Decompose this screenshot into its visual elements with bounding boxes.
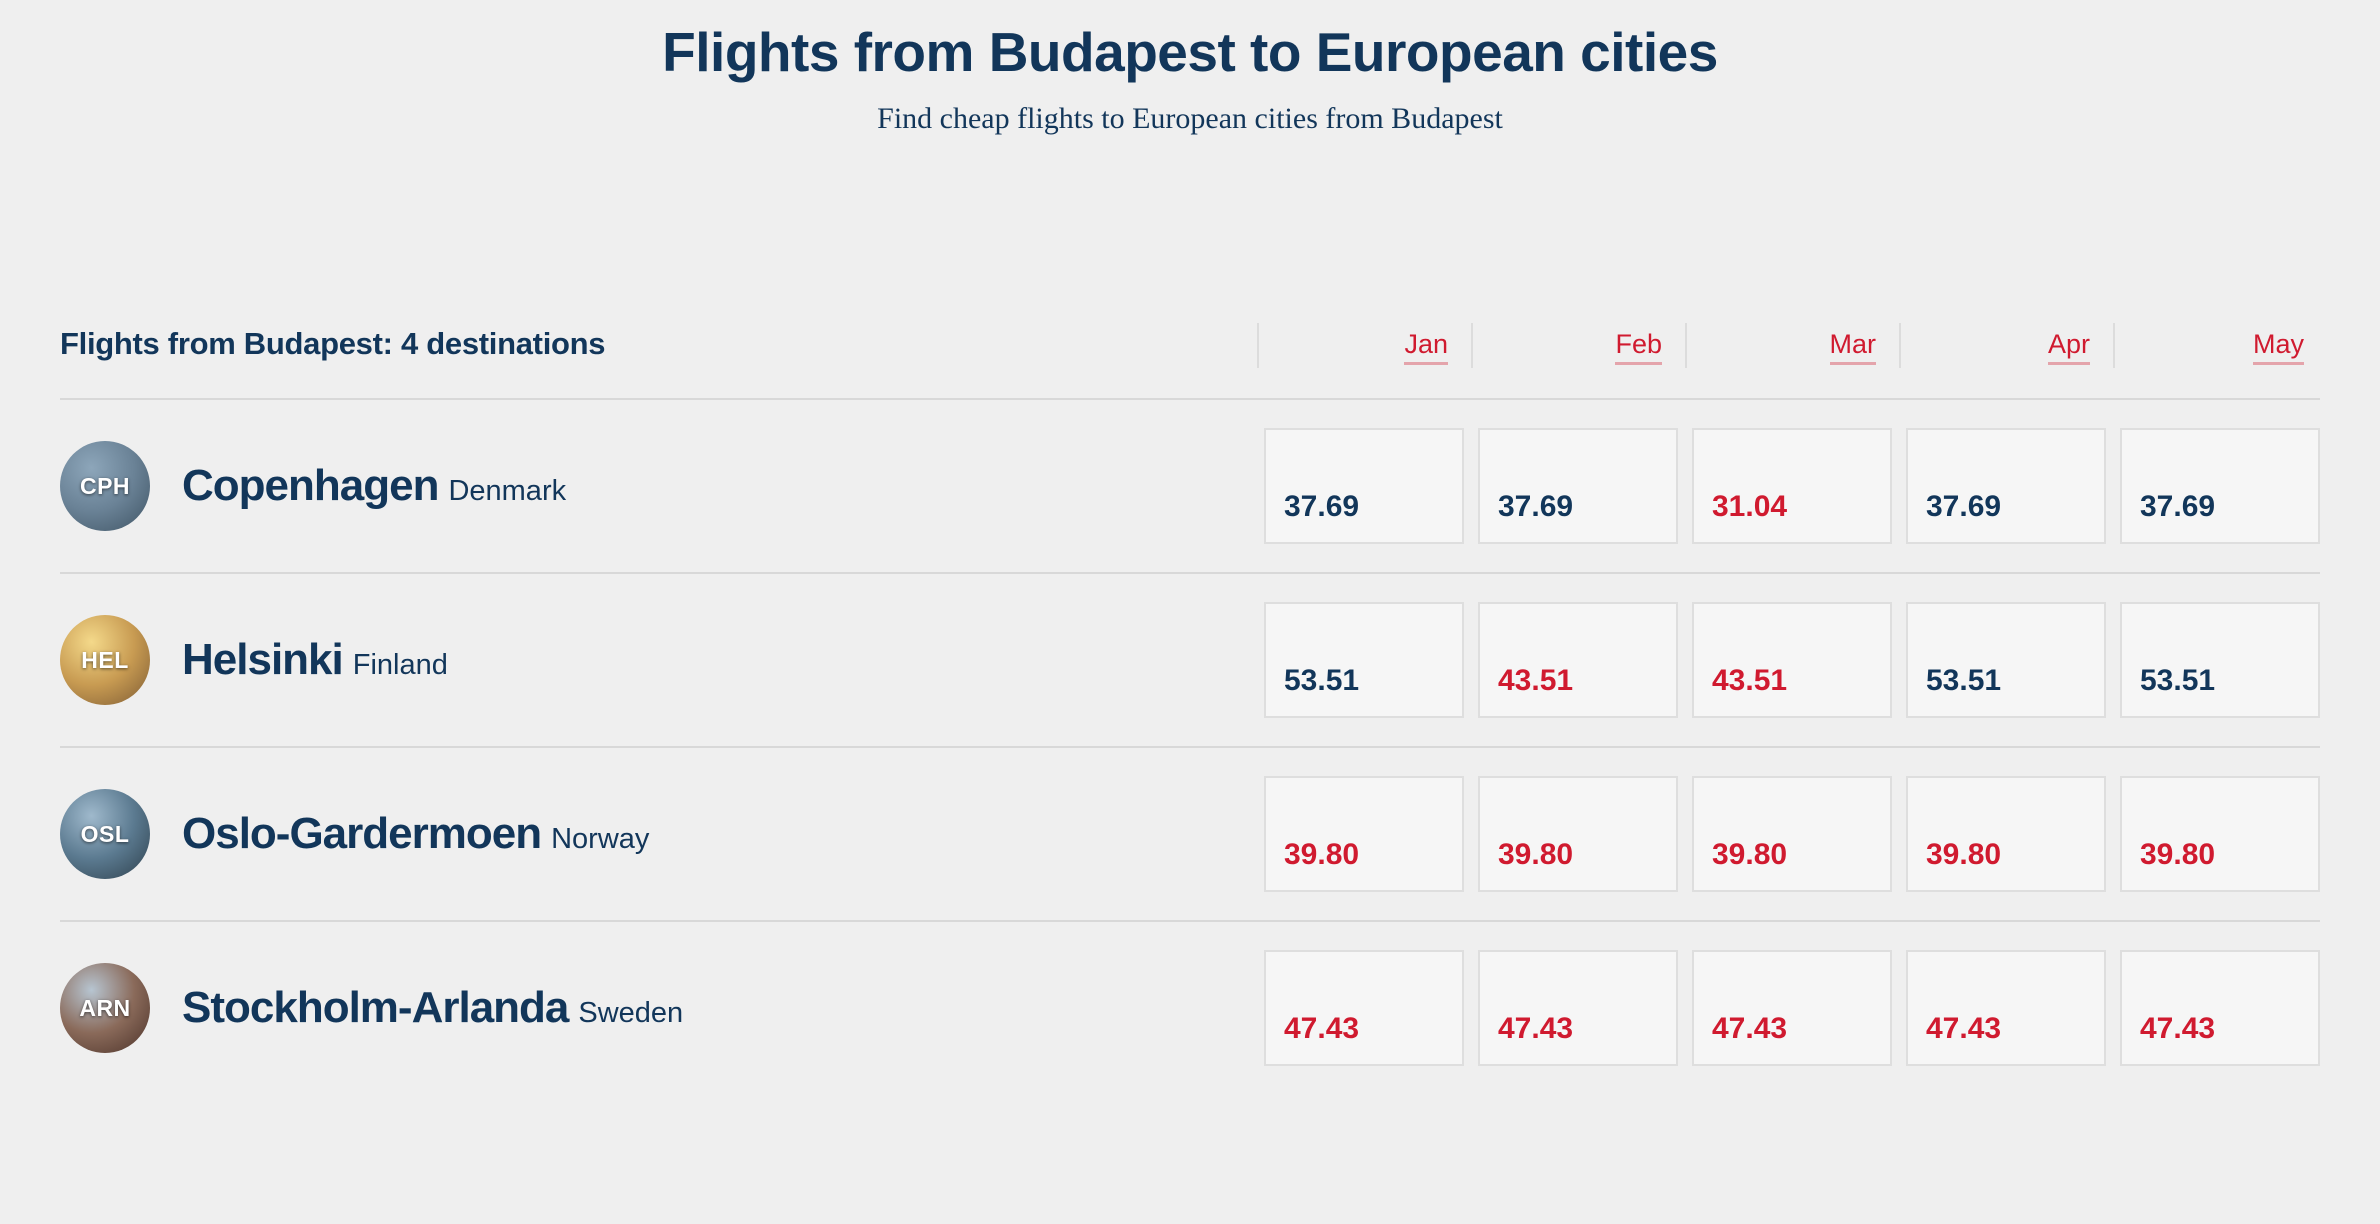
price-cell[interactable]: 37.69 [1478, 428, 1678, 544]
destination-country: Finland [353, 649, 448, 681]
destination-label: Oslo-Gardermoen Norway [182, 809, 649, 859]
page-subtitle: Find cheap flights to European cities fr… [60, 102, 2320, 136]
airport-badge: HEL [60, 615, 150, 705]
price-value: 37.69 [2140, 490, 2215, 524]
destination-city: Oslo-Gardermoen [182, 809, 541, 858]
price-value: 43.51 [1712, 664, 1787, 698]
divider [60, 746, 2320, 748]
month-label: May [2253, 329, 2304, 365]
destination-country: Denmark [448, 475, 566, 507]
price-cell[interactable]: 47.43 [1906, 950, 2106, 1066]
divider [60, 920, 2320, 922]
flights-table: Flights from Budapest: 4 destinations Ja… [60, 326, 2320, 1094]
price-cell[interactable]: 47.43 [1478, 950, 1678, 1066]
price-value: 39.80 [1498, 838, 1573, 872]
price-cell[interactable]: 43.51 [1692, 602, 1892, 718]
price-cell[interactable]: 53.51 [2120, 602, 2320, 718]
price-cell[interactable]: 39.80 [1264, 776, 1464, 892]
price-cell[interactable]: 37.69 [1264, 428, 1464, 544]
destination-row[interactable]: HEL Helsinki Finland [60, 579, 1250, 741]
price-cell[interactable]: 39.80 [2120, 776, 2320, 892]
price-cell[interactable]: 47.43 [2120, 950, 2320, 1066]
price-cell[interactable]: 37.69 [1906, 428, 2106, 544]
price-value: 47.43 [1926, 1012, 2001, 1046]
month-header[interactable]: Apr [1906, 329, 2106, 368]
destination-country: Norway [551, 823, 649, 855]
destination-country: Sweden [578, 997, 683, 1029]
destination-label: Helsinki Finland [182, 635, 448, 685]
airport-code: OSL [81, 821, 130, 848]
month-header[interactable]: Jan [1264, 329, 1464, 368]
price-value: 37.69 [1284, 490, 1359, 524]
price-value: 31.04 [1712, 490, 1787, 524]
price-value: 39.80 [1284, 838, 1359, 872]
destination-label: Copenhagen Denmark [182, 461, 566, 511]
price-value: 37.69 [1498, 490, 1573, 524]
price-cell[interactable]: 37.69 [2120, 428, 2320, 544]
price-cell[interactable]: 53.51 [1264, 602, 1464, 718]
destination-city: Stockholm-Arlanda [182, 983, 568, 1032]
price-value: 39.80 [1926, 838, 2001, 872]
price-cell[interactable]: 47.43 [1264, 950, 1464, 1066]
destination-label: Stockholm-Arlanda Sweden [182, 983, 683, 1033]
price-value: 39.80 [1712, 838, 1787, 872]
destination-city: Copenhagen [182, 461, 438, 510]
price-cell[interactable]: 31.04 [1692, 428, 1892, 544]
price-cell[interactable]: 39.80 [1478, 776, 1678, 892]
month-label: Feb [1615, 329, 1662, 365]
destination-city: Helsinki [182, 635, 343, 684]
price-value: 43.51 [1498, 664, 1573, 698]
month-header[interactable]: Mar [1692, 329, 1892, 368]
page-title: Flights from Budapest to European cities [60, 20, 2320, 84]
airport-badge: ARN [60, 963, 150, 1053]
price-cell[interactable]: 53.51 [1906, 602, 2106, 718]
airport-code: HEL [81, 647, 129, 674]
price-cell[interactable]: 43.51 [1478, 602, 1678, 718]
month-label: Mar [1830, 329, 1877, 365]
divider [60, 572, 2320, 574]
page-root: Flights from Budapest to European cities… [0, 0, 2380, 1094]
price-value: 53.51 [1926, 664, 2001, 698]
price-cell[interactable]: 39.80 [1906, 776, 2106, 892]
month-label: Jan [1404, 329, 1448, 365]
price-value: 53.51 [1284, 664, 1359, 698]
price-value: 47.43 [2140, 1012, 2215, 1046]
price-value: 39.80 [2140, 838, 2215, 872]
airport-code: CPH [80, 473, 130, 500]
destination-row[interactable]: OSL Oslo-Gardermoen Norway [60, 753, 1250, 915]
airport-badge: CPH [60, 441, 150, 531]
price-value: 47.43 [1284, 1012, 1359, 1046]
destination-row[interactable]: CPH Copenhagen Denmark [60, 405, 1250, 567]
price-value: 53.51 [2140, 664, 2215, 698]
table-caption: Flights from Budapest: 4 destinations [60, 326, 1250, 370]
destination-row[interactable]: ARN Stockholm-Arlanda Sweden [60, 927, 1250, 1089]
airport-badge: OSL [60, 789, 150, 879]
price-cell[interactable]: 47.43 [1692, 950, 1892, 1066]
price-value: 37.69 [1926, 490, 2001, 524]
airport-code: ARN [79, 995, 130, 1022]
spacer [60, 136, 2320, 326]
month-header[interactable]: Feb [1478, 329, 1678, 368]
month-label: Apr [2048, 329, 2090, 365]
divider [60, 398, 2320, 400]
month-header[interactable]: May [2120, 329, 2320, 368]
price-value: 47.43 [1712, 1012, 1787, 1046]
price-cell[interactable]: 39.80 [1692, 776, 1892, 892]
price-value: 47.43 [1498, 1012, 1573, 1046]
